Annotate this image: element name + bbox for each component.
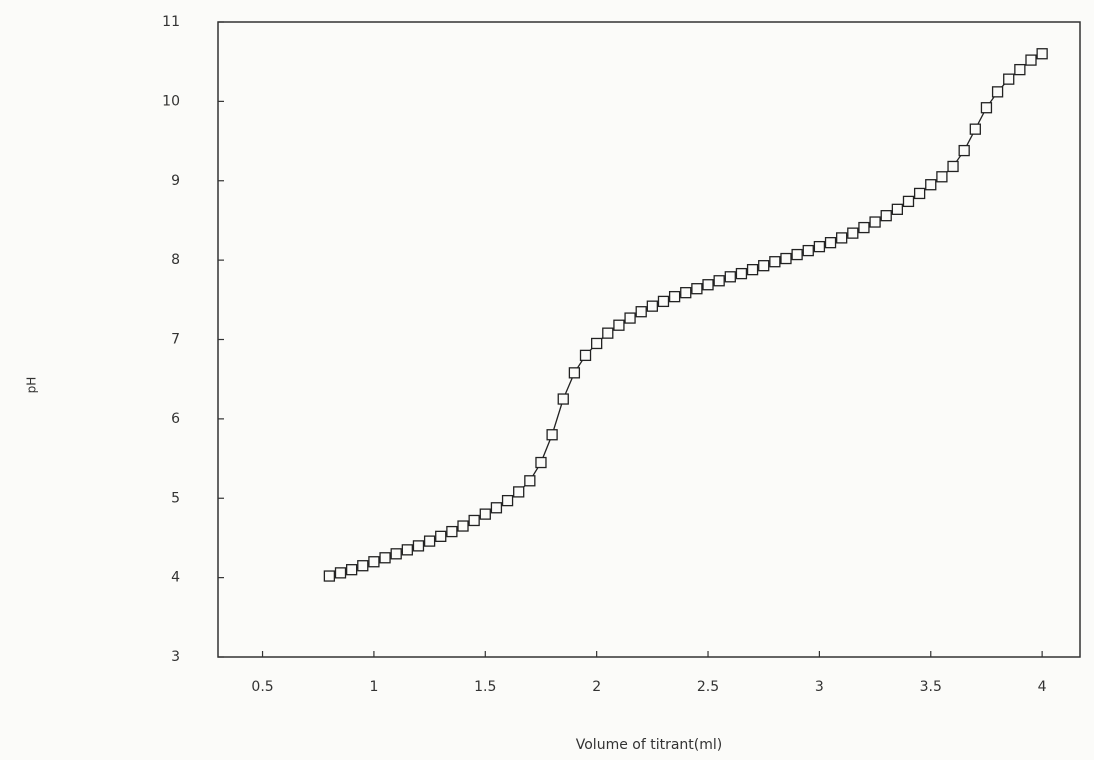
data-point [568, 367, 581, 379]
data-point [980, 102, 993, 114]
y-tick-label: 11 [162, 14, 180, 30]
data-point [368, 556, 380, 568]
data-point [323, 570, 336, 582]
data-point [991, 86, 1004, 98]
data-point [357, 560, 369, 572]
data-point [936, 171, 948, 183]
data-point [958, 144, 970, 157]
data-point [390, 548, 402, 560]
data-point [746, 263, 759, 276]
y-tick-label: 5 [171, 490, 180, 506]
data-point [423, 535, 436, 547]
data-point [858, 221, 870, 234]
data-point [613, 319, 625, 331]
data-point [624, 312, 636, 324]
data-point [680, 287, 692, 299]
y-tick-label: 10 [162, 93, 180, 109]
data-point [457, 520, 469, 532]
data-point [646, 300, 658, 312]
data-point [657, 295, 670, 308]
x-tick-label: 1 [369, 679, 378, 695]
data-point [824, 237, 837, 249]
x-tick-label: 0.5 [251, 679, 273, 695]
data-point [501, 494, 514, 507]
y-tick-label: 9 [171, 173, 180, 189]
y-tick-label: 6 [171, 411, 180, 427]
x-tick-label: 1.5 [474, 679, 496, 695]
data-point [947, 160, 959, 173]
data-point [969, 123, 981, 135]
data-point [546, 429, 558, 441]
data-point [802, 244, 814, 257]
data-point [1003, 73, 1015, 85]
x-tick-label: 4 [1038, 679, 1047, 695]
plot-frame [217, 21, 1081, 658]
data-line [329, 53, 1043, 577]
data-point [713, 275, 725, 287]
data-point [1014, 63, 1026, 76]
x-axis-label: Volume of titrant(ml) [576, 737, 722, 753]
data-point [702, 279, 714, 291]
data-point [435, 530, 447, 542]
data-point [925, 179, 937, 191]
data-point [1036, 48, 1048, 60]
y-tick-label: 3 [171, 649, 180, 665]
data-point [446, 525, 458, 538]
data-point [579, 349, 592, 362]
data-point [412, 540, 425, 552]
data-point [524, 475, 536, 487]
data-point [869, 216, 881, 228]
data-point [334, 567, 347, 579]
data-point [735, 267, 748, 280]
data-point [468, 514, 480, 527]
data-point [891, 203, 904, 215]
data-point [490, 502, 503, 514]
data-point [691, 283, 703, 295]
data-point [847, 227, 859, 239]
data-point [758, 260, 770, 272]
y-axis-label: pH [25, 377, 39, 394]
data-point [724, 271, 736, 283]
data-point [668, 290, 681, 303]
y-tick-label: 8 [171, 252, 180, 268]
data-point [769, 256, 781, 268]
x-tick-label: 3 [815, 679, 824, 695]
y-tick-label: 4 [171, 570, 180, 586]
y-tick-label: 7 [171, 332, 180, 348]
data-point [557, 393, 569, 405]
data-point [345, 564, 358, 576]
data-point [913, 187, 926, 200]
data-point [836, 232, 848, 244]
data-point [379, 552, 391, 564]
data-point [780, 252, 792, 265]
data-point [791, 248, 803, 261]
data-point [880, 210, 892, 222]
x-tick-label: 3.5 [920, 679, 942, 695]
data-point [813, 240, 826, 253]
data-point [401, 544, 413, 556]
data-point [591, 337, 603, 350]
x-tick-label: 2 [592, 679, 601, 695]
data-point [635, 306, 647, 318]
data-point [602, 327, 614, 339]
data-point [1025, 54, 1037, 66]
data-point [479, 508, 491, 520]
data-point [535, 456, 547, 469]
data-point [513, 486, 525, 498]
x-tick-label: 2.5 [697, 679, 719, 695]
data-point [902, 195, 915, 208]
